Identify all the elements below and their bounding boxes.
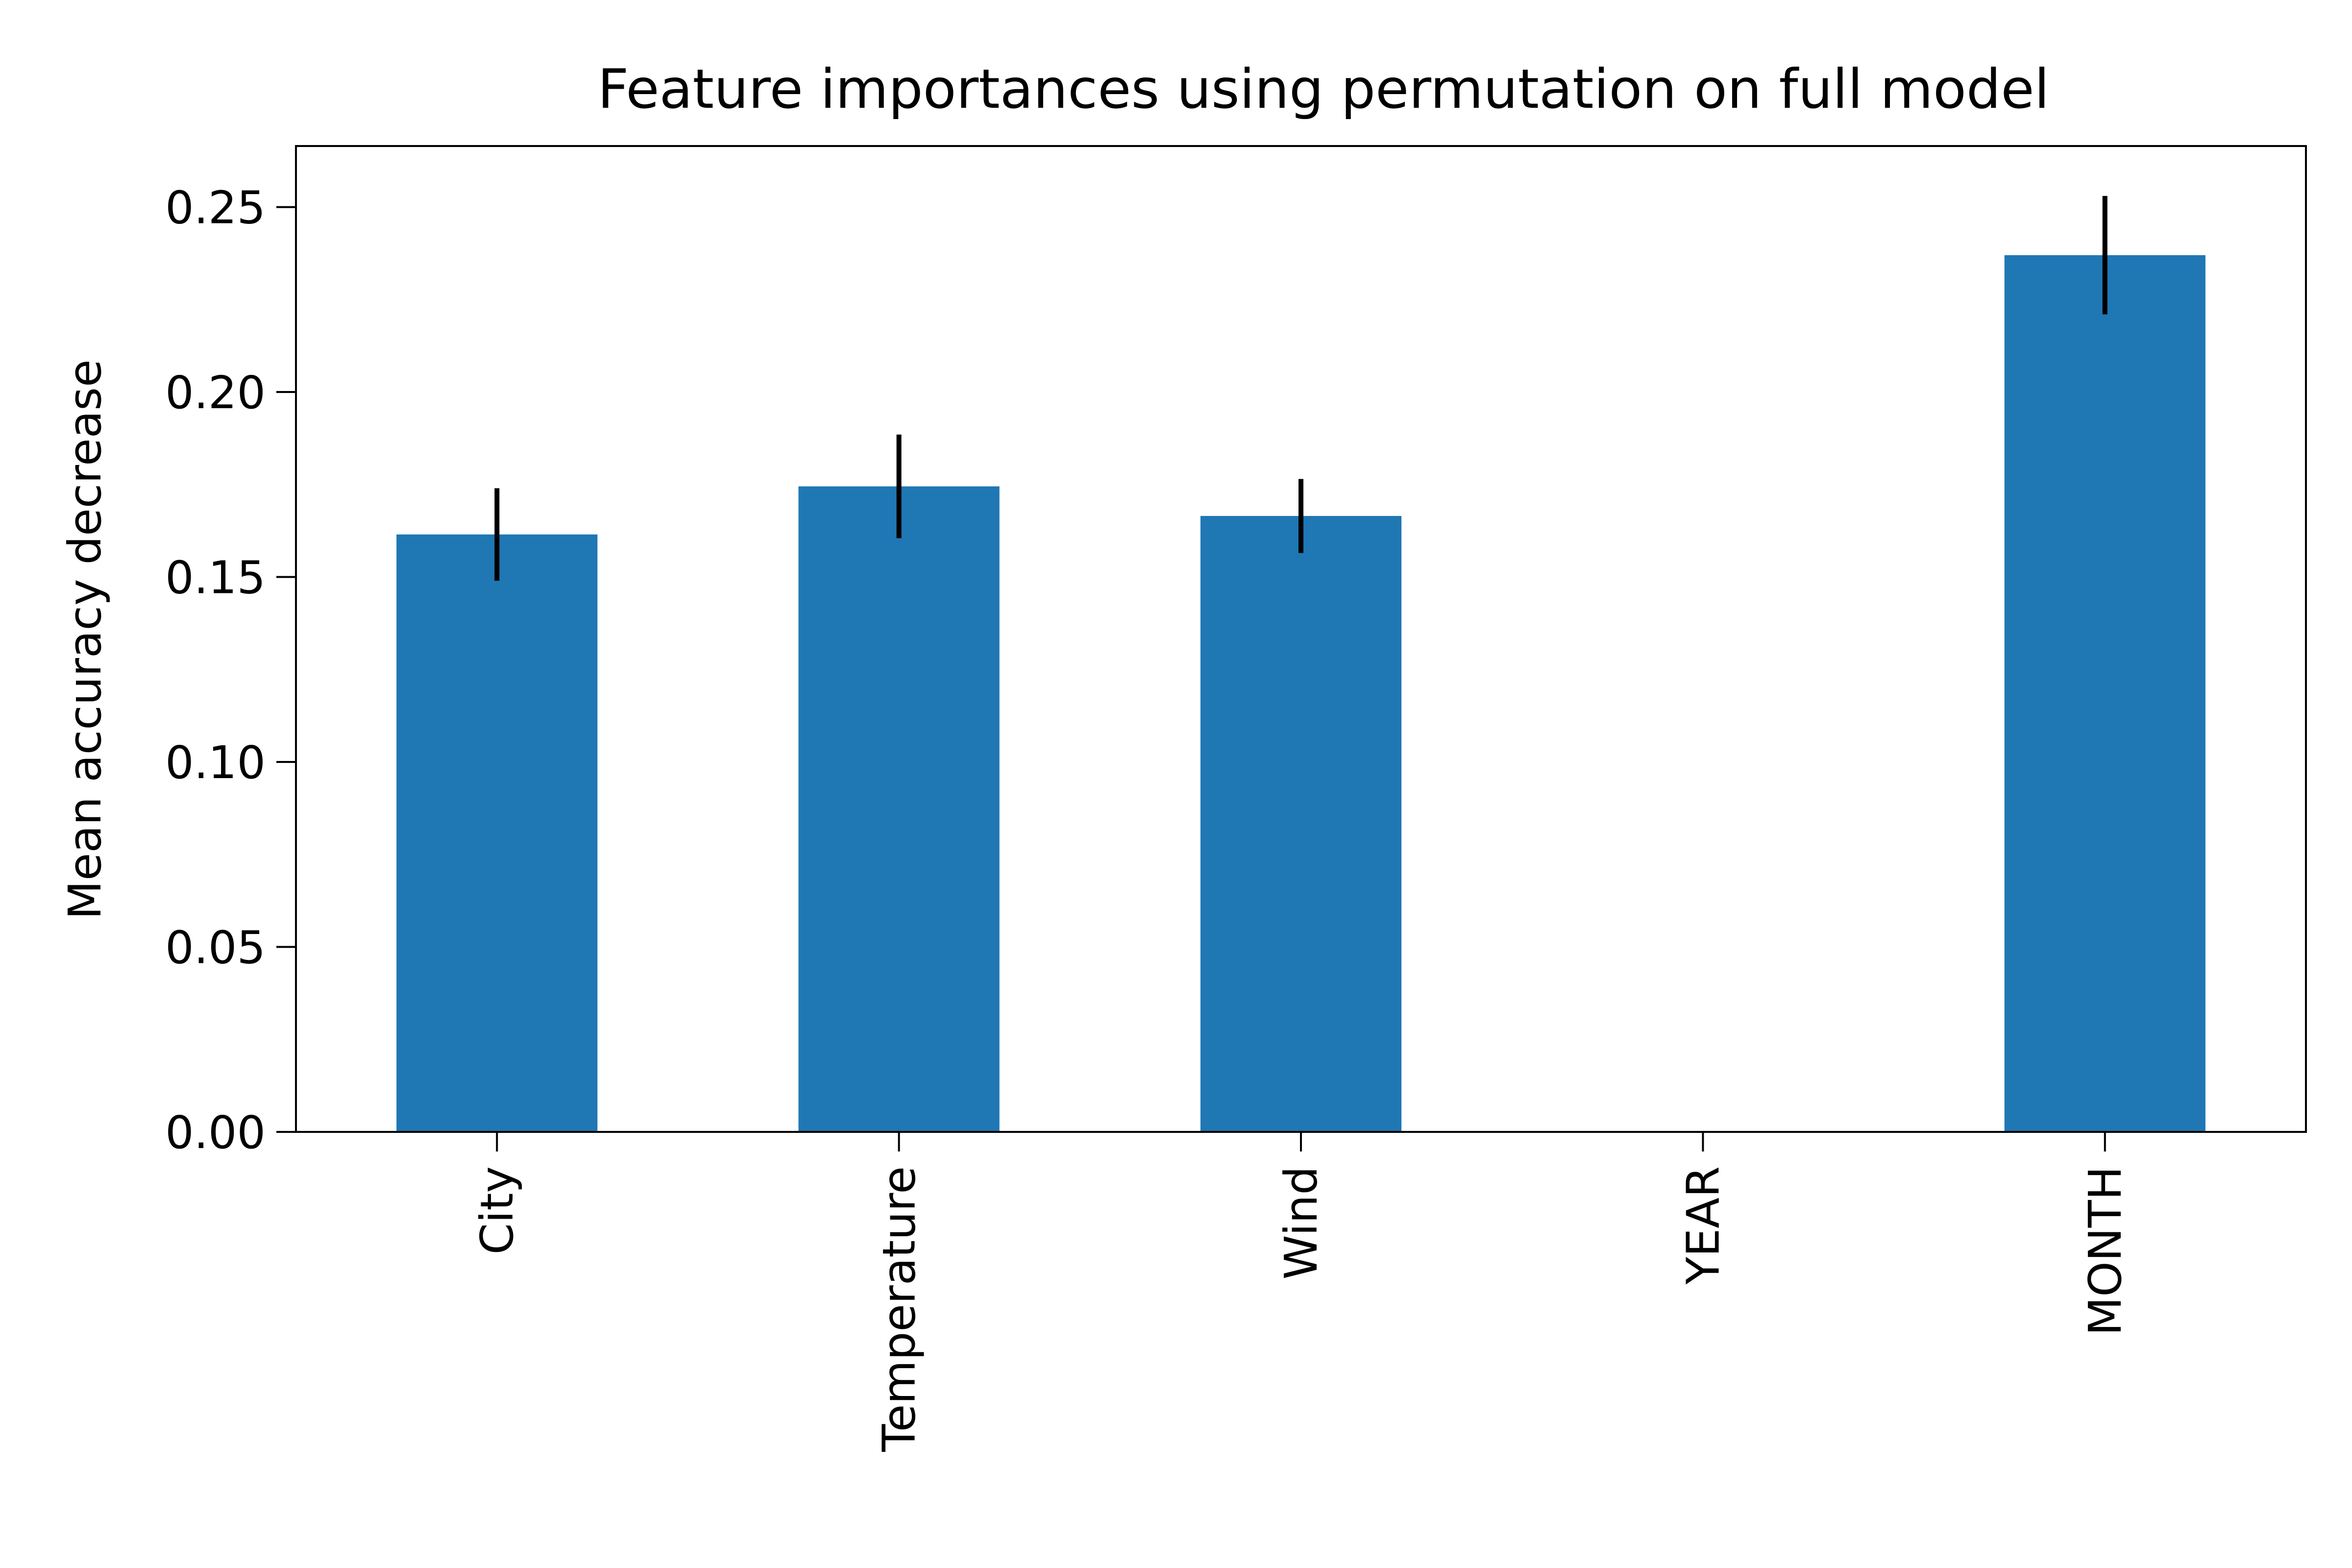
plot-area: City Temperature Wind YEAR MONTH 0.00 0.05 0.10… — [165, 145, 2307, 1452]
axes-frame — [295, 145, 2307, 1133]
y-tick-label-2: 0.10 — [165, 736, 266, 789]
x-tick-label-wind: Wind — [1275, 1166, 1327, 1279]
y-tick-label-0: 0.00 — [165, 1106, 266, 1159]
bar-city — [396, 534, 598, 1132]
chart-title: Feature importances using permutation on… — [597, 58, 2049, 121]
x-tick-label-city: City — [471, 1166, 523, 1254]
bar-temperature — [798, 486, 1000, 1132]
y-tick-label-1: 0.05 — [165, 922, 266, 974]
bar-wind — [1200, 515, 1402, 1132]
y-tick-label-3: 0.15 — [165, 552, 266, 604]
x-tick-label-temperature: Temperature — [873, 1166, 926, 1452]
x-tick-label-month: MONTH — [2079, 1166, 2132, 1336]
y-tick-label-5: 0.25 — [165, 182, 266, 234]
y-tick-label-4: 0.20 — [165, 367, 266, 419]
x-tick-label-year: YEAR — [1677, 1166, 1729, 1285]
y-axis-label: Mean accuracy decrease — [59, 359, 111, 919]
bar-month — [2004, 255, 2205, 1132]
